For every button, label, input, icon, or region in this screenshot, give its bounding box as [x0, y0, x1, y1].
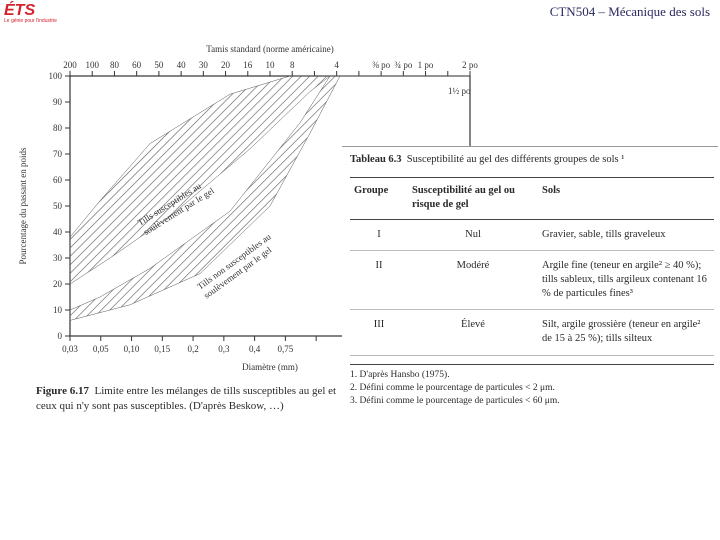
svg-text:0,10: 0,10: [124, 344, 140, 354]
svg-text:0,2: 0,2: [187, 344, 198, 354]
table-cell: Nul: [408, 219, 538, 250]
inline-top-label: 1½ po: [448, 86, 471, 96]
figure-caption: Figure 6.17 Limite entre les mélanges de…: [36, 384, 356, 414]
svg-text:60: 60: [53, 175, 63, 185]
course-title: CTN504 – Mécanique des sols: [550, 4, 710, 20]
table-caption-title: Tableau 6.3: [350, 154, 402, 165]
svg-text:40: 40: [177, 60, 187, 70]
y-axis-label: Pourcentage du passant en poids: [18, 147, 28, 264]
figure-caption-title: Figure 6.17: [36, 385, 89, 397]
table-cell: Argile fine (teneur en argile² ≥ 40 %); …: [538, 250, 714, 310]
footnote: 3. Défini comme le pourcentage de partic…: [350, 395, 714, 408]
table-cell: Modéré: [408, 250, 538, 310]
svg-text:100: 100: [85, 60, 99, 70]
table-row: INulGravier, sable, tills graveleux: [350, 219, 714, 250]
col-header-group: Groupe: [350, 178, 408, 219]
svg-text:¾ po: ¾ po: [394, 60, 413, 70]
svg-text:0: 0: [58, 331, 63, 341]
table-caption-text: Susceptibilité au gel des différents gro…: [407, 154, 625, 165]
svg-text:10: 10: [53, 305, 63, 315]
svg-text:30: 30: [199, 60, 209, 70]
svg-text:⅜ po: ⅜ po: [372, 60, 391, 70]
y-ticks: 0 10 20 30 40 50 60 70 80 90 100: [49, 71, 71, 341]
svg-text:4: 4: [334, 60, 339, 70]
svg-text:50: 50: [154, 60, 164, 70]
svg-text:0,3: 0,3: [218, 344, 230, 354]
logo-subtitle: Le génie pour l'industrie: [4, 18, 57, 24]
svg-text:60: 60: [132, 60, 142, 70]
svg-text:90: 90: [53, 97, 63, 107]
svg-text:0,75: 0,75: [278, 344, 294, 354]
svg-text:0,15: 0,15: [154, 344, 170, 354]
svg-text:0,4: 0,4: [249, 344, 261, 354]
svg-text:30: 30: [53, 253, 63, 263]
table-row: IIModéréArgile fine (teneur en argile² ≥…: [350, 250, 714, 310]
col-header-susceptibility: Susceptibilité au gel ou risque de gel: [408, 178, 538, 219]
svg-text:20: 20: [221, 60, 231, 70]
table-cell: I: [350, 219, 408, 250]
top-ticks: 200 100 80 60 50 40 30 20 16 10 8 4 ⅜ po¾ po 1 po 2 po: [63, 60, 478, 76]
svg-text:8: 8: [290, 60, 295, 70]
table-footnotes: 1. D'après Hansbo (1975).2. Défini comme…: [350, 364, 714, 409]
svg-text:20: 20: [53, 279, 63, 289]
footnote: 2. Défini comme le pourcentage de partic…: [350, 382, 714, 395]
frost-table-panel: Tableau 6.3 Susceptibilité au gel des di…: [342, 146, 718, 416]
svg-text:200: 200: [63, 60, 77, 70]
table-cell: III: [350, 310, 408, 355]
svg-text:0,03: 0,03: [62, 344, 78, 354]
svg-text:16: 16: [243, 60, 253, 70]
svg-text:40: 40: [53, 227, 63, 237]
svg-text:100: 100: [49, 71, 63, 81]
svg-text:50: 50: [53, 201, 63, 211]
svg-text:2 po: 2 po: [462, 60, 478, 70]
table-cell: Gravier, sable, tills graveleux: [538, 219, 714, 250]
table-caption: Tableau 6.3 Susceptibilité au gel des di…: [350, 153, 714, 167]
table-cell: Élevé: [408, 310, 538, 355]
table-cell: Silt, argile grossière (teneur en argile…: [538, 310, 714, 355]
col-header-sols: Sols: [538, 178, 714, 219]
x-axis-label: Diamètre (mm): [242, 362, 298, 372]
frost-table: Groupe Susceptibilité au gel ou risque d…: [350, 177, 714, 355]
svg-text:80: 80: [110, 60, 120, 70]
svg-text:1 po: 1 po: [418, 60, 434, 70]
footnote: 1. D'après Hansbo (1975).: [350, 369, 714, 382]
table-cell: II: [350, 250, 408, 310]
svg-text:0,05: 0,05: [93, 344, 109, 354]
svg-text:10: 10: [266, 60, 276, 70]
table-row: IIIÉlevéSilt, argile grossière (teneur e…: [350, 310, 714, 355]
svg-text:80: 80: [53, 123, 63, 133]
top-axis-title: Tamis standard (norme américaine): [206, 44, 334, 54]
svg-text:70: 70: [53, 149, 63, 159]
